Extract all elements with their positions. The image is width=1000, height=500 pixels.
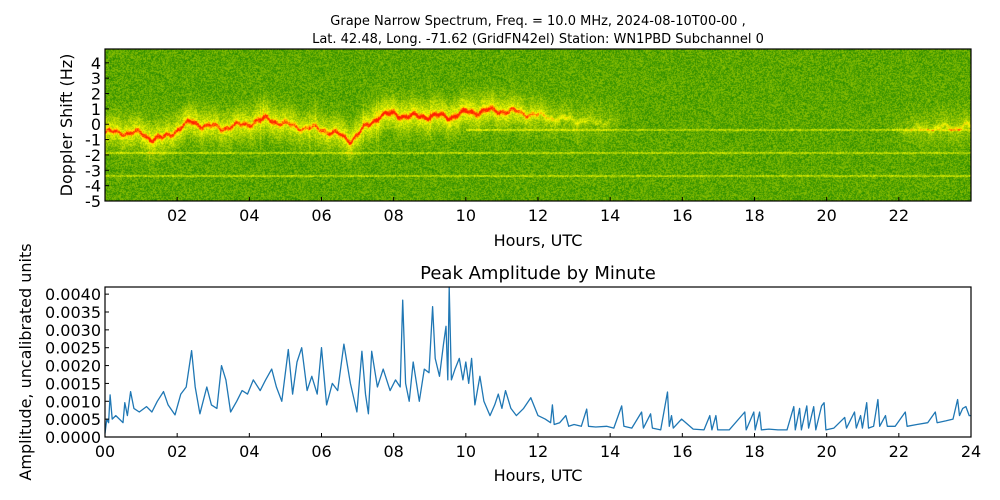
amplitude-x-tick-label: 20: [816, 442, 836, 461]
spectrogram-y-tick-label: -2: [85, 146, 101, 165]
spectrogram-y-tick-label: 2: [91, 85, 101, 104]
spectrogram-x-ticks: 02 04 06 08 10 12 14 16 18 20 22: [167, 197, 909, 225]
amplitude-y-tick-label: 0.0040: [45, 285, 101, 304]
amplitude-x-tick-label: 04: [239, 442, 259, 461]
amplitude-x-tick-label: 22: [889, 442, 909, 461]
spectrogram-title-line-2: Lat. 42.48, Long. -71.62 (GridFN42el) St…: [312, 32, 764, 47]
spectrogram-title-line-1: Grape Narrow Spectrum, Freq. = 10.0 MHz,…: [330, 14, 745, 29]
spectrogram-x-tick-label: 08: [383, 206, 403, 225]
amplitude-x-tick-label: 08: [383, 442, 403, 461]
spectrogram-y-tick-label: -1: [85, 131, 101, 150]
amplitude-y-tick-label: 0.0020: [45, 357, 101, 376]
amplitude-x-label: Hours, UTC: [494, 466, 583, 485]
amplitude-title: Peak Amplitude by Minute: [420, 263, 656, 284]
amplitude-y-tick-label: 0.0005: [45, 410, 101, 429]
amplitude-x-tick-label: 12: [528, 442, 548, 461]
amplitude-x-ticks: 00 02 04 06 08 10 12 14 16 18 20 22 24: [95, 433, 981, 461]
amplitude-y-tick-label: 0.0025: [45, 339, 101, 358]
spectrogram-x-tick-label: 04: [239, 206, 259, 225]
spectrogram-y-tick-label: 3: [91, 69, 101, 88]
amplitude-y-tick-label: 0.0030: [45, 321, 101, 340]
spectrogram-x-tick-label: 10: [456, 206, 476, 225]
amplitude-x-tick-label: 00: [95, 442, 115, 461]
amplitude-x-tick-label: 06: [311, 442, 331, 461]
amplitude-x-tick-label: 18: [744, 442, 764, 461]
spectrogram-x-tick-label: 18: [744, 206, 764, 225]
spectrogram-y-tick-label: -5: [85, 192, 101, 211]
amplitude-y-tick-label: 0.0015: [45, 374, 101, 393]
spectrogram-image: [105, 49, 971, 201]
spectrogram-x-tick-label: 20: [816, 206, 836, 225]
spectrogram-x-tick-label: 16: [672, 206, 692, 225]
amplitude-x-tick-label: 24: [961, 442, 981, 461]
spectrogram-y-tick-label: 1: [91, 100, 101, 119]
amplitude-y-tick-label: 0.0035: [45, 303, 101, 322]
amplitude-series: [104, 286, 971, 434]
spectrogram-y-label: Doppler Shift (Hz): [57, 54, 76, 197]
amplitude-x-tick-label: 16: [672, 442, 692, 461]
spectrogram-x-tick-label: 12: [528, 206, 548, 225]
spectrogram-x-tick-label: 02: [167, 206, 187, 225]
amplitude-x-tick-label: 14: [600, 442, 620, 461]
spectrogram-y-tick-label: 4: [91, 54, 101, 73]
spectrogram-y-tick-label: -4: [85, 177, 101, 196]
spectrogram-x-label: Hours, UTC: [494, 231, 583, 250]
spectrogram-x-tick-label: 22: [889, 206, 909, 225]
amplitude-x-tick-label: 02: [167, 442, 187, 461]
spectrogram-y-tick-label: -3: [85, 161, 101, 180]
amplitude-line: [104, 286, 971, 434]
amplitude-y-tick-label: 0.0010: [45, 392, 101, 411]
spectrogram-y-tick-label: 0: [91, 115, 101, 134]
amplitude-y-label: Amplitude, uncalibrated units: [16, 243, 35, 480]
amplitude-y-ticks: 0.00000.00050.00100.00150.00200.00250.00…: [45, 285, 109, 447]
amplitude-y-tick-label: 0.0000: [45, 428, 101, 447]
amplitude-x-tick-label: 10: [456, 442, 476, 461]
spectrogram-x-tick-label: 06: [311, 206, 331, 225]
spectrogram-frame: [104, 48, 972, 202]
spectrogram-x-tick-label: 14: [600, 206, 620, 225]
